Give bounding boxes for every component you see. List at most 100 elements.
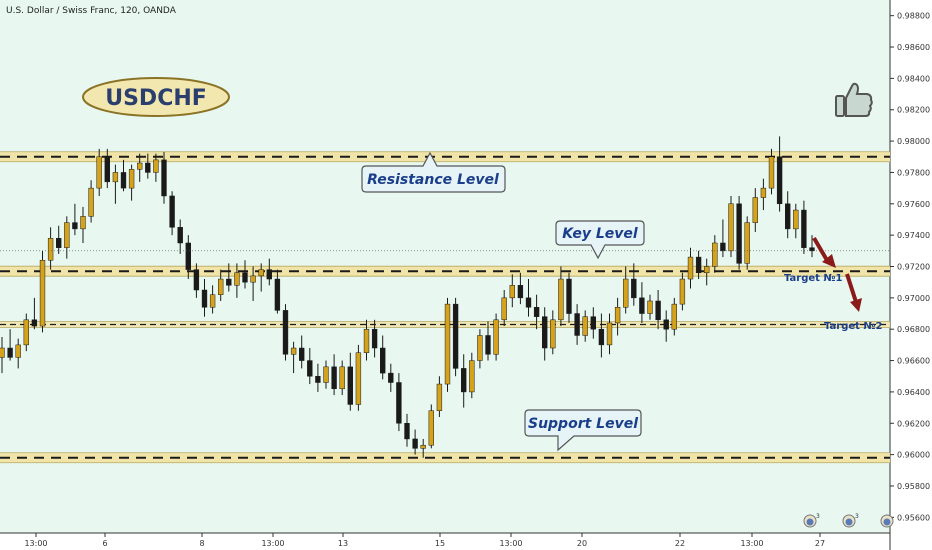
candle-body — [525, 297, 532, 308]
candle-body — [112, 172, 119, 183]
candle-body — [201, 289, 208, 308]
candle-body — [752, 197, 758, 223]
candle-body — [64, 222, 70, 248]
price-tick-label: 0.97800 — [897, 168, 930, 177]
time-tick-label: 13 — [338, 539, 348, 548]
candle-body — [712, 242, 718, 267]
resistance-level-label: Resistance Level — [367, 172, 499, 188]
candle-body — [323, 366, 329, 383]
time-tick-label: 13:00 — [24, 539, 47, 548]
candles — [0, 136, 815, 458]
candle-body — [517, 285, 524, 299]
price-tick-label: 0.98200 — [897, 106, 930, 115]
candle-body — [0, 347, 5, 358]
target-2-label: Target №2 — [824, 321, 882, 332]
event-badge[interactable]: 3 — [803, 513, 820, 528]
event-badges[interactable]: 3 3 — [803, 513, 894, 528]
candle-body — [695, 256, 702, 274]
candle-body — [558, 278, 564, 321]
candle-body — [728, 203, 734, 252]
price-tick-label: 0.97400 — [897, 231, 930, 240]
candle-body — [704, 266, 710, 274]
candle-body — [420, 444, 426, 449]
candle-body — [436, 383, 443, 411]
candle-body — [404, 423, 410, 440]
event-badge-count: 3 — [816, 513, 820, 520]
candle-body — [396, 382, 402, 424]
candle-body — [501, 297, 507, 321]
event-badge[interactable] — [880, 514, 894, 528]
candle-body — [347, 366, 353, 405]
candle-body — [282, 310, 289, 355]
support-level-callout-shape — [524, 409, 642, 452]
candle-body — [226, 278, 232, 286]
price-tick-label: 0.98000 — [897, 137, 930, 146]
candle-body — [598, 328, 605, 346]
time-tick-label: 15 — [435, 539, 445, 548]
candle-body — [768, 156, 775, 189]
candle-body — [47, 238, 54, 261]
candle-body — [250, 275, 256, 283]
candle-body — [363, 328, 370, 353]
target-1-arrowhead — [822, 254, 836, 268]
candle-body — [31, 319, 38, 327]
symbol-badge-label: USDCHF — [105, 86, 207, 111]
time-tick-label: 13:00 — [499, 539, 522, 548]
candle-body — [290, 347, 297, 355]
event-badge-count: 3 — [855, 513, 859, 520]
candle-body — [655, 300, 661, 321]
candle-body — [15, 344, 21, 358]
candle-body — [120, 172, 127, 189]
candle-body — [315, 375, 321, 383]
candle-body — [647, 300, 653, 314]
candle-body — [623, 278, 629, 308]
candle-body — [566, 278, 572, 314]
price-axis-background — [890, 0, 932, 550]
candle-body — [542, 316, 548, 349]
event-badge[interactable]: 3 — [842, 513, 859, 528]
candle-body — [793, 209, 799, 230]
price-tick-label: 0.95600 — [897, 513, 930, 522]
candle-body — [736, 203, 742, 264]
price-tick-label: 0.96200 — [897, 419, 930, 428]
candle-body — [72, 222, 78, 230]
time-tick-label: 13:00 — [261, 539, 284, 548]
candle-body — [56, 238, 62, 248]
key-level-callout: Key Level — [555, 220, 645, 260]
time-tick-label: 13:00 — [740, 539, 763, 548]
candle-body — [274, 278, 281, 311]
candle-body — [412, 438, 418, 449]
candle-body — [533, 307, 540, 317]
candle-body — [485, 335, 491, 355]
price-tick-label: 0.96400 — [897, 388, 930, 397]
candle-body — [671, 303, 677, 330]
candle-body — [663, 319, 669, 330]
symbol-badge: USDCHF — [82, 77, 230, 117]
candle-body — [744, 222, 750, 264]
candle-body — [444, 303, 451, 385]
time-axis-background — [0, 533, 890, 550]
candle-body — [258, 269, 264, 277]
candle-body — [582, 316, 588, 336]
candle-body — [785, 203, 791, 230]
candle-body — [307, 360, 313, 377]
thumbs-up-icon — [835, 82, 873, 117]
candle-body — [631, 278, 637, 299]
candle-body — [509, 285, 515, 299]
target-2-arrowhead — [850, 298, 862, 312]
candle-body — [299, 347, 305, 361]
price-tick-label: 0.98400 — [897, 74, 930, 83]
candle-body — [428, 410, 434, 446]
candle-body — [720, 242, 726, 252]
price-tick-label: 0.96000 — [897, 451, 930, 460]
candle-body — [614, 307, 621, 324]
candle-body — [80, 216, 86, 230]
price-tick-label: 0.97600 — [897, 200, 930, 209]
level-callouts: Resistance Level Key Level Support Level — [361, 151, 645, 452]
targets: Target №1 Target №2 — [784, 236, 882, 332]
candle-body — [169, 195, 175, 228]
candle-body — [88, 187, 94, 217]
candle-body — [218, 278, 224, 295]
